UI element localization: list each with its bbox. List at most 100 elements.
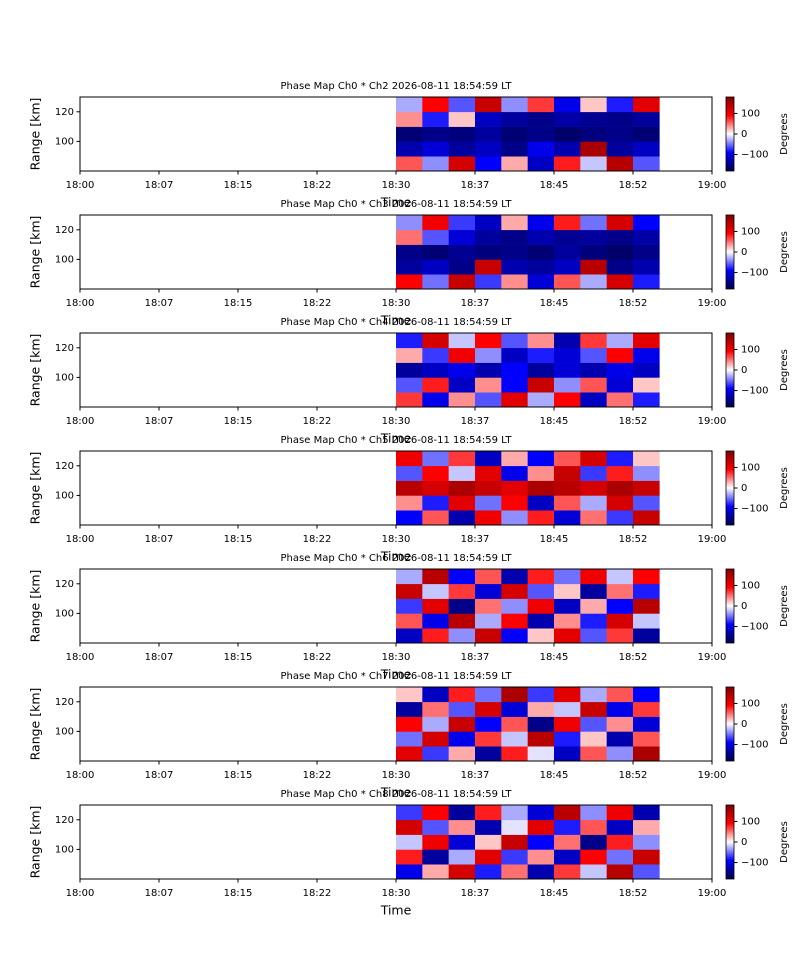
x-tick-label: 18:07 (145, 416, 174, 427)
heatmap-cell (501, 628, 528, 644)
heatmap-cell (633, 333, 660, 349)
heatmap-cell (606, 451, 634, 467)
heatmap-cell (606, 628, 634, 644)
x-tick-label: 18:00 (66, 770, 95, 781)
colorbar-tick-label: 100 (741, 462, 760, 473)
y-tick-label: 120 (55, 579, 74, 590)
heatmap-cell (527, 229, 555, 245)
heatmap-cell (396, 333, 423, 349)
heatmap-cell (554, 362, 581, 378)
heatmap-cell (580, 864, 607, 880)
heatmap-cell (396, 480, 423, 496)
x-tick-label: 19:00 (698, 652, 727, 663)
y-axis-label: Range [km] (28, 688, 43, 761)
heatmap-cell (501, 731, 528, 747)
heatmap-cell (396, 126, 423, 142)
x-tick-label: 18:15 (224, 534, 253, 545)
heatmap-cell (580, 229, 607, 245)
x-tick-label: 18:45 (540, 888, 569, 899)
colorbar-label: Degrees (779, 467, 790, 509)
heatmap-cell (396, 156, 423, 172)
heatmap-cell (396, 687, 423, 703)
colorbar-label: Degrees (779, 349, 790, 391)
heatmap-cell (554, 598, 581, 614)
heatmap-cell (448, 141, 476, 157)
heatmap-cell (554, 111, 581, 127)
heatmap-cell (501, 141, 528, 157)
heatmap-cell (580, 731, 607, 747)
y-tick-label: 120 (55, 225, 74, 236)
heatmap-cell (527, 569, 555, 585)
x-tick-label: 19:00 (698, 770, 727, 781)
x-tick-label: 18:22 (303, 770, 332, 781)
heatmap-cell (422, 244, 449, 260)
heatmap-cell (448, 805, 476, 821)
heatmap-cell (633, 259, 660, 275)
heatmap-cell (554, 731, 581, 747)
heatmap-cell (633, 746, 660, 762)
colorbar-tick-label: 100 (741, 108, 760, 119)
x-tick-label: 18:45 (540, 180, 569, 191)
heatmap-cell (448, 126, 476, 142)
x-tick-label: 19:00 (698, 180, 727, 191)
heatmap-cell (422, 126, 449, 142)
colorbar-tick-label: 0 (741, 129, 747, 140)
heatmap-cell (448, 716, 476, 732)
heatmap-cell (606, 819, 634, 835)
axes-title: Phase Map Ch0 * Ch7 2026-08-11 18:54:59 … (281, 671, 513, 682)
heatmap-cell (527, 465, 555, 481)
heatmap-cell (422, 362, 449, 378)
x-tick-label: 18:37 (461, 180, 490, 191)
axes-title: Phase Map Ch0 * Ch3 2026-08-11 18:54:59 … (281, 199, 513, 210)
heatmap-cell (554, 333, 581, 349)
heatmap-cell (422, 229, 449, 245)
x-axis-label: Time (380, 431, 412, 446)
heatmap-cell (527, 687, 555, 703)
heatmap-cell (396, 111, 423, 127)
heatmap-cell (580, 274, 607, 290)
heatmap-cell (475, 628, 502, 644)
heatmap-cell (580, 716, 607, 732)
heatmap-cell (580, 377, 607, 393)
colorbar-tick-label: 0 (741, 365, 747, 376)
x-tick-label: 18:15 (224, 298, 253, 309)
colorbar (725, 804, 735, 880)
heatmap-cell (633, 215, 660, 231)
colorbar-tick-label: −100 (741, 740, 768, 751)
heatmap-cell (396, 569, 423, 585)
heatmap-cell (396, 598, 423, 614)
heatmap-cell (448, 746, 476, 762)
axes-title: Phase Map Ch0 * Ch5 2026-08-11 18:54:59 … (281, 435, 513, 446)
heatmap-cell (580, 333, 607, 349)
heatmap-cell (606, 805, 634, 821)
heatmap-cell (554, 259, 581, 275)
heatmap-cell (554, 628, 581, 644)
heatmap-cell (501, 480, 528, 496)
heatmap-cell (448, 495, 476, 511)
heatmap-cell (633, 819, 660, 835)
heatmap-cell (633, 97, 660, 113)
colorbar-label: Degrees (779, 231, 790, 273)
heatmap-cell (527, 480, 555, 496)
heatmap-cell (396, 141, 423, 157)
heatmap-cell (501, 746, 528, 762)
x-tick-label: 18:37 (461, 652, 490, 663)
x-tick-label: 19:00 (698, 888, 727, 899)
x-tick-label: 18:22 (303, 534, 332, 545)
heatmap-cell (527, 495, 555, 511)
heatmap-cell (501, 111, 528, 127)
heatmap-cell (527, 746, 555, 762)
heatmap-cell (633, 731, 660, 747)
heatmap-cell (580, 97, 607, 113)
heatmap-cell (396, 377, 423, 393)
x-axis-label: Time (380, 667, 412, 682)
heatmap-cell (422, 834, 449, 850)
heatmap-cell (606, 126, 634, 142)
heatmap-cell (633, 362, 660, 378)
heatmap-cell (475, 819, 502, 835)
heatmap-cell (633, 156, 660, 172)
heatmap-cell (580, 111, 607, 127)
heatmap-cell (554, 156, 581, 172)
heatmap-cell (527, 215, 555, 231)
